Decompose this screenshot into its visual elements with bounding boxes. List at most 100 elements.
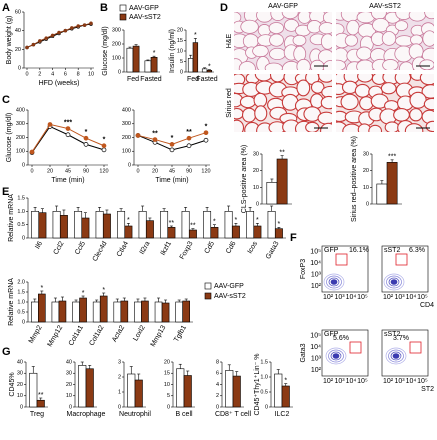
flow-x-tick: 10³ [394, 378, 405, 385]
bar [138, 211, 147, 239]
bar [246, 211, 255, 239]
bar [192, 42, 199, 73]
y-tick-label: 0 [366, 201, 369, 207]
y-tick-label: 0 [128, 162, 131, 168]
adipocyte [320, 33, 332, 50]
x-tick-label: Col1a2 [88, 324, 105, 347]
y-tick-label: 1.5 [17, 289, 25, 295]
adipocyte [238, 61, 256, 70]
significance: ** [186, 129, 192, 136]
series-line [26, 22, 92, 48]
adipocyte [422, 30, 434, 47]
bar [274, 373, 283, 408]
significance: * [127, 217, 130, 224]
y-axis-label: Relative mRNA [8, 194, 15, 242]
x-tick-label: 120 [201, 168, 210, 174]
flow-gate [349, 341, 362, 354]
y-tick-label: 0 [69, 404, 72, 410]
y-tick-label: 6 [216, 371, 219, 377]
x-tick-label: 90 [83, 168, 89, 174]
bar [224, 211, 233, 239]
bar [167, 227, 176, 239]
x-tick-label: 6 [64, 71, 67, 77]
y-axis-label: Sirius red–positive area (%) [351, 136, 358, 222]
y-tick-label: 0 [18, 65, 21, 71]
significance: ** [279, 150, 285, 157]
bar [102, 213, 111, 239]
flow-x-tick: 10⁴ [346, 378, 357, 385]
adipocyte [239, 95, 256, 109]
legend-swatch [119, 4, 127, 12]
y-tick-label: 20 [253, 168, 259, 174]
bar [74, 211, 83, 239]
gate-percent: 5.6% [333, 335, 349, 342]
y-tick-label: 2.0 [17, 279, 25, 285]
marker [57, 30, 61, 35]
marker [83, 135, 89, 141]
y-tick-label: 0 [167, 404, 170, 410]
bar [150, 56, 158, 73]
bar [29, 372, 38, 408]
x-tick-label: Macrophage [67, 411, 106, 418]
x-tick-label: 90 [186, 168, 192, 174]
adipocyte [318, 22, 332, 35]
marker [203, 137, 209, 143]
y-tick-label: 1.0 [17, 299, 25, 305]
legend-label: AAV-sST2 [129, 14, 161, 21]
y-tick-label: 15 [177, 38, 183, 44]
flow-y-tick: 10⁵ [310, 332, 321, 339]
x-tick-label: Gata3 [265, 240, 281, 260]
x-tick-label: Col1a1 [68, 324, 85, 347]
bar [175, 301, 183, 323]
flow-y-tick: 10⁴ [310, 344, 321, 351]
panel-label: B [100, 2, 108, 14]
adipocyte [409, 91, 427, 109]
y-axis-label: Glucose (mg/dl) [102, 26, 109, 75]
y-tick-label: 40 [17, 359, 23, 365]
y-tick-label: 60 [15, 9, 21, 15]
panel-label: A [2, 2, 10, 14]
y-tick-label: 0 [20, 404, 23, 410]
column-label: AAV-sST2 [369, 3, 401, 10]
significance: * [103, 137, 106, 144]
significance: * [205, 124, 208, 131]
x-tick-label: Il2ra [139, 240, 152, 255]
marker [169, 147, 175, 153]
bar [95, 211, 104, 239]
adipocyte [354, 83, 371, 98]
y-tick-label: 200 [122, 135, 131, 141]
x-tick-label: 20 [152, 168, 158, 174]
x-axis-label: Time (min) [51, 177, 84, 184]
y-tick-label: 20 [15, 47, 21, 53]
y-axis-label: CLS-positive area (%) [241, 145, 248, 213]
x-tick-label: Cd5 [204, 240, 217, 255]
adipocyte [368, 124, 383, 132]
marker [63, 28, 68, 33]
bar [225, 370, 234, 408]
x-tick-label: Mmp12 [47, 324, 65, 348]
y-axis-label: Glucose (mg/dl) [6, 113, 13, 162]
gate-percent: 16.1% [349, 247, 369, 254]
bar [154, 301, 163, 323]
y-tick-label: 20 [164, 359, 170, 365]
adipocyte [234, 119, 245, 132]
x-tick-label: 2 [38, 71, 41, 77]
significance: * [40, 285, 43, 292]
bar [281, 385, 290, 408]
x-tick-label: CD8⁺ T cell [215, 411, 252, 418]
y-tick-label: 0 [22, 162, 25, 168]
y-axis-label: Insulin (ng/ml) [169, 29, 176, 73]
series-line [26, 23, 92, 48]
bar [81, 217, 90, 239]
bar [134, 379, 143, 408]
flow-title: GFP [324, 247, 339, 254]
significance: ** [169, 220, 175, 227]
micrograph [234, 12, 332, 70]
bar [183, 375, 192, 408]
adipocyte [408, 12, 427, 22]
adipocyte [317, 111, 332, 125]
flow-contour [388, 277, 400, 287]
bar [30, 301, 39, 323]
x-tick-label: Loxl2 [132, 324, 146, 342]
adipocyte [382, 59, 399, 70]
